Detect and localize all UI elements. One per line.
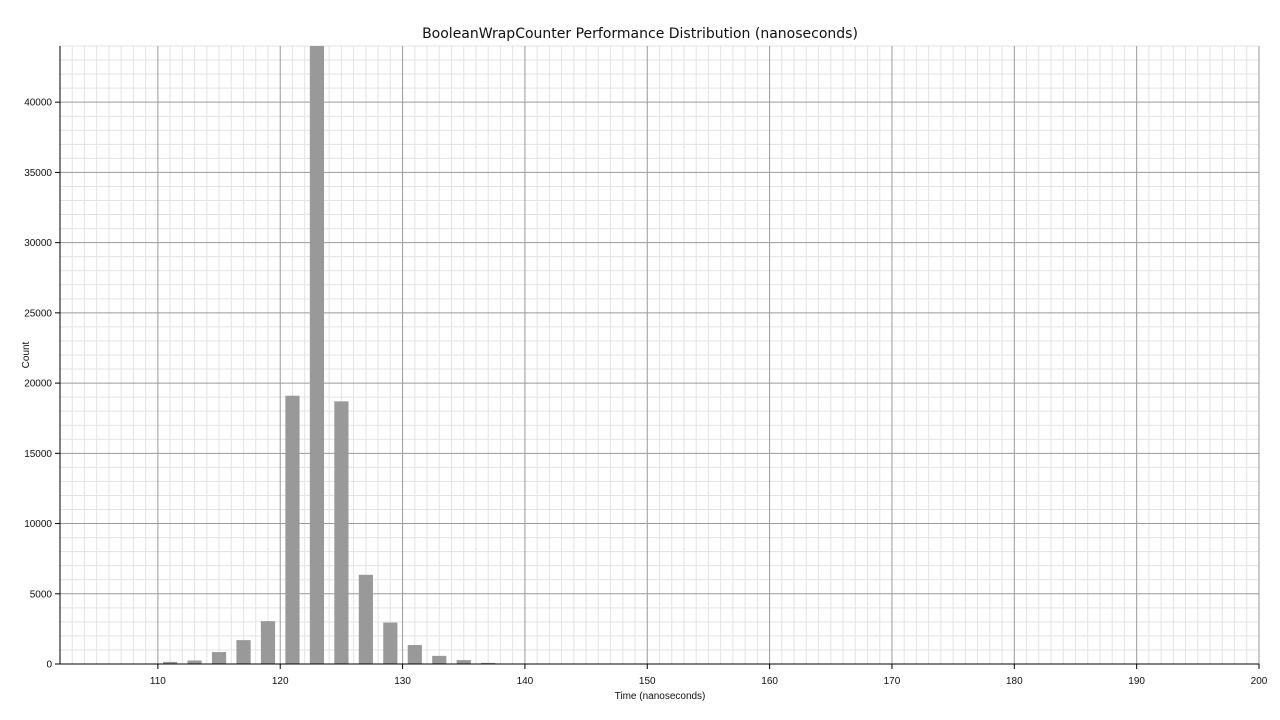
x-tick-label: 120 [272,676,289,687]
y-tick-label: 0 [46,660,52,671]
y-tick-label: 20000 [24,379,52,390]
x-axis-ticks: 110 120 130 140 150 160 170 180 190 200 [150,664,1268,687]
bar [334,401,349,664]
bar-series [163,46,496,664]
bar [456,660,471,664]
bar [187,660,202,664]
y-tick-label: 40000 [24,98,52,109]
bar [285,395,300,664]
bar [481,662,496,664]
bar [383,622,398,664]
y-tick-label: 25000 [24,308,52,319]
x-tick-label: 190 [1128,676,1145,687]
bar [163,661,178,664]
x-tick-label: 140 [517,676,534,687]
bar [309,46,325,664]
y-tick-label: 35000 [24,168,52,179]
chart-title: BooleanWrapCounter Performance Distribut… [422,26,858,42]
bar [236,640,251,664]
axes [59,46,1259,665]
y-tick-label: 15000 [24,449,52,460]
y-tick-label: 10000 [24,519,52,530]
x-axis-label: Time (nanoseconds) [615,691,706,702]
y-tick-label: 5000 [30,589,53,600]
minor-grid [59,45,1259,664]
x-tick-label: 170 [884,676,901,687]
x-tick-label: 180 [1006,676,1023,687]
x-tick-label: 130 [394,676,411,687]
y-axis-ticks: 0 5000 10000 15000 20000 25000 30000 35000 40000 [24,98,60,671]
major-grid [60,46,1260,664]
bar [432,655,447,664]
y-axis-label: Count [21,341,32,368]
x-tick-label: 160 [761,676,778,687]
y-tick-label: 30000 [24,238,52,249]
x-tick-label: 150 [639,676,656,687]
bar [407,645,422,664]
x-tick-label: 110 [150,676,166,687]
bar [260,621,276,664]
bar [358,574,373,664]
x-tick-label: 200 [1251,676,1268,687]
bar [211,652,227,664]
